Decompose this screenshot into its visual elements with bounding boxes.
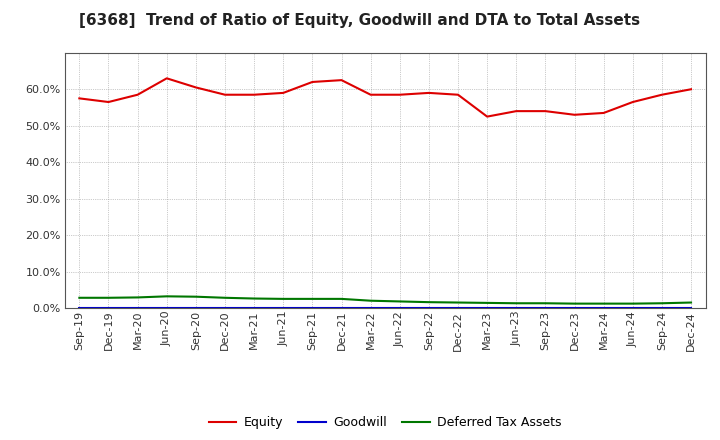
Deferred Tax Assets <box>75 295 84 301</box>
Equity <box>75 96 84 101</box>
Goodwill <box>657 305 666 311</box>
Deferred Tax Assets <box>454 300 462 305</box>
Goodwill <box>104 305 113 311</box>
Goodwill <box>454 305 462 311</box>
Equity <box>279 90 287 95</box>
Text: [6368]  Trend of Ratio of Equity, Goodwill and DTA to Total Assets: [6368] Trend of Ratio of Equity, Goodwil… <box>79 13 641 28</box>
Line: Equity: Equity <box>79 78 691 117</box>
Equity <box>657 92 666 97</box>
Goodwill <box>75 305 84 311</box>
Deferred Tax Assets <box>687 300 696 305</box>
Equity <box>599 110 608 116</box>
Equity <box>629 99 637 105</box>
Equity <box>366 92 375 97</box>
Equity <box>220 92 229 97</box>
Equity <box>337 77 346 83</box>
Goodwill <box>687 305 696 311</box>
Deferred Tax Assets <box>483 300 492 305</box>
Deferred Tax Assets <box>366 298 375 303</box>
Goodwill <box>599 305 608 311</box>
Equity <box>163 76 171 81</box>
Deferred Tax Assets <box>192 294 200 299</box>
Equity <box>541 109 550 114</box>
Goodwill <box>425 305 433 311</box>
Goodwill <box>366 305 375 311</box>
Equity <box>425 90 433 95</box>
Deferred Tax Assets <box>104 295 113 301</box>
Goodwill <box>629 305 637 311</box>
Goodwill <box>220 305 229 311</box>
Equity <box>687 87 696 92</box>
Equity <box>133 92 142 97</box>
Goodwill <box>308 305 317 311</box>
Equity <box>570 112 579 117</box>
Deferred Tax Assets <box>541 301 550 306</box>
Goodwill <box>279 305 287 311</box>
Line: Deferred Tax Assets: Deferred Tax Assets <box>79 296 691 304</box>
Equity <box>250 92 258 97</box>
Deferred Tax Assets <box>279 296 287 301</box>
Goodwill <box>395 305 404 311</box>
Goodwill <box>337 305 346 311</box>
Deferred Tax Assets <box>599 301 608 306</box>
Equity <box>483 114 492 119</box>
Deferred Tax Assets <box>250 296 258 301</box>
Deferred Tax Assets <box>629 301 637 306</box>
Goodwill <box>541 305 550 311</box>
Deferred Tax Assets <box>337 296 346 301</box>
Equity <box>104 99 113 105</box>
Equity <box>512 109 521 114</box>
Goodwill <box>133 305 142 311</box>
Goodwill <box>163 305 171 311</box>
Deferred Tax Assets <box>657 301 666 306</box>
Goodwill <box>250 305 258 311</box>
Deferred Tax Assets <box>425 300 433 305</box>
Deferred Tax Assets <box>395 299 404 304</box>
Deferred Tax Assets <box>220 295 229 301</box>
Goodwill <box>192 305 200 311</box>
Deferred Tax Assets <box>133 295 142 300</box>
Equity <box>454 92 462 97</box>
Legend: Equity, Goodwill, Deferred Tax Assets: Equity, Goodwill, Deferred Tax Assets <box>204 411 567 434</box>
Goodwill <box>570 305 579 311</box>
Equity <box>308 79 317 84</box>
Deferred Tax Assets <box>308 296 317 301</box>
Goodwill <box>483 305 492 311</box>
Deferred Tax Assets <box>512 301 521 306</box>
Goodwill <box>512 305 521 311</box>
Equity <box>395 92 404 97</box>
Deferred Tax Assets <box>163 293 171 299</box>
Deferred Tax Assets <box>570 301 579 306</box>
Equity <box>192 85 200 90</box>
